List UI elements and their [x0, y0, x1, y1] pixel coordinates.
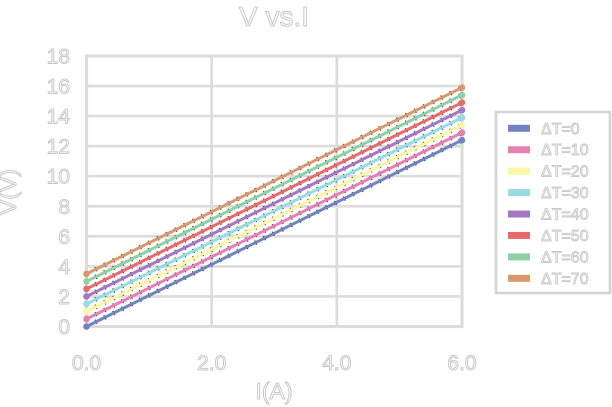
legend-item: ΔT=20 [508, 163, 589, 181]
data-point-marker [458, 129, 466, 136]
data-point-marker [83, 308, 90, 315]
plot-grid [84, 54, 464, 329]
x-tick-label: 4.0 [322, 352, 351, 375]
legend-item: ΔT=70 [508, 270, 589, 288]
legend-label: ΔT=50 [541, 228, 589, 245]
data-point-marker [83, 285, 90, 293]
series-line [85, 138, 464, 328]
legend-swatch [508, 124, 530, 132]
y-tick-label: 0 [58, 316, 70, 339]
legend-item: ΔT=40 [508, 206, 589, 224]
data-point-marker [458, 99, 466, 106]
legend-label: ΔT=0 [541, 121, 580, 138]
data-point-marker [83, 270, 90, 278]
y-tick-label: 6 [58, 226, 70, 249]
legend-box [494, 110, 612, 295]
legend-label: ΔT=60 [541, 249, 589, 266]
y-axis-label: V(V) [0, 169, 21, 215]
data-point-marker [83, 293, 90, 300]
data-point-marker [458, 84, 466, 91]
series-lines [83, 84, 466, 330]
data-point-marker [83, 323, 90, 330]
y-tick-label: 16 [47, 76, 70, 99]
y-tick-label: 14 [47, 106, 71, 129]
legend-swatch [508, 253, 530, 261]
legend-swatch [508, 189, 530, 197]
series-line [85, 131, 464, 321]
legend-label: ΔT=10 [541, 142, 589, 159]
data-point-marker [83, 300, 90, 308]
legend-item: ΔT=50 [508, 227, 589, 245]
legend-item: ΔT=0 [508, 120, 580, 138]
series-line [85, 101, 464, 291]
legend-item: ΔT=60 [508, 249, 589, 267]
data-point-marker [458, 121, 466, 129]
series-line [85, 86, 464, 276]
data-point-marker [458, 114, 466, 121]
axis-tick-labels: 0 2 4 6 8 10 12 14 16 18 0.0 2.0 4.0 6.0 [46, 45, 477, 376]
y-tick-label: 2 [58, 286, 70, 309]
series-line [85, 108, 464, 298]
series-dt-60 [83, 91, 466, 285]
y-tick-label: 18 [47, 46, 70, 69]
y-tick-label: 8 [58, 196, 70, 219]
series-line [85, 116, 464, 306]
series-dt-0 [83, 136, 466, 330]
legend-label: ΔT=40 [541, 207, 589, 224]
series-dt-70 [83, 84, 466, 278]
legend-swatch [508, 210, 530, 218]
y-tick-label: 12 [47, 136, 70, 159]
data-point-marker [458, 91, 466, 99]
legend-label: ΔT=70 [541, 271, 589, 288]
x-tick-label: 0.0 [72, 352, 101, 375]
series-dt-10 [83, 129, 466, 323]
legend-label: ΔT=20 [541, 164, 589, 181]
y-tick-label: 10 [47, 166, 70, 189]
data-point-marker [83, 278, 90, 285]
y-tick-label: 4 [58, 256, 70, 279]
series-dt-50 [83, 99, 466, 293]
legend-swatch [508, 167, 530, 175]
series-dt-20 [83, 121, 466, 315]
series-line [85, 123, 464, 313]
chart-title: V vs.I [239, 1, 309, 32]
series-dt-40 [83, 106, 466, 300]
legend-item: ΔT=10 [508, 142, 589, 160]
data-point-marker [458, 106, 466, 114]
legend-label: ΔT=30 [541, 185, 589, 202]
data-point-marker [458, 136, 466, 144]
x-tick-label: 6.0 [447, 352, 476, 375]
plot-border [84, 54, 464, 329]
series-line [85, 93, 464, 283]
legend-item: ΔT=30 [508, 185, 589, 203]
legend: ΔT=0 ΔT=10 ΔT=20 ΔT=30 ΔT=40 ΔT=50 ΔT=60 ΔT=70 [494, 110, 612, 295]
x-tick-label: 2.0 [197, 352, 226, 375]
legend-swatch [508, 146, 530, 154]
series-dt-30 [83, 114, 466, 308]
legend-swatch [508, 274, 530, 282]
legend-swatch [508, 231, 530, 239]
x-axis-label: I(A) [255, 378, 292, 404]
data-point-marker [83, 315, 90, 323]
